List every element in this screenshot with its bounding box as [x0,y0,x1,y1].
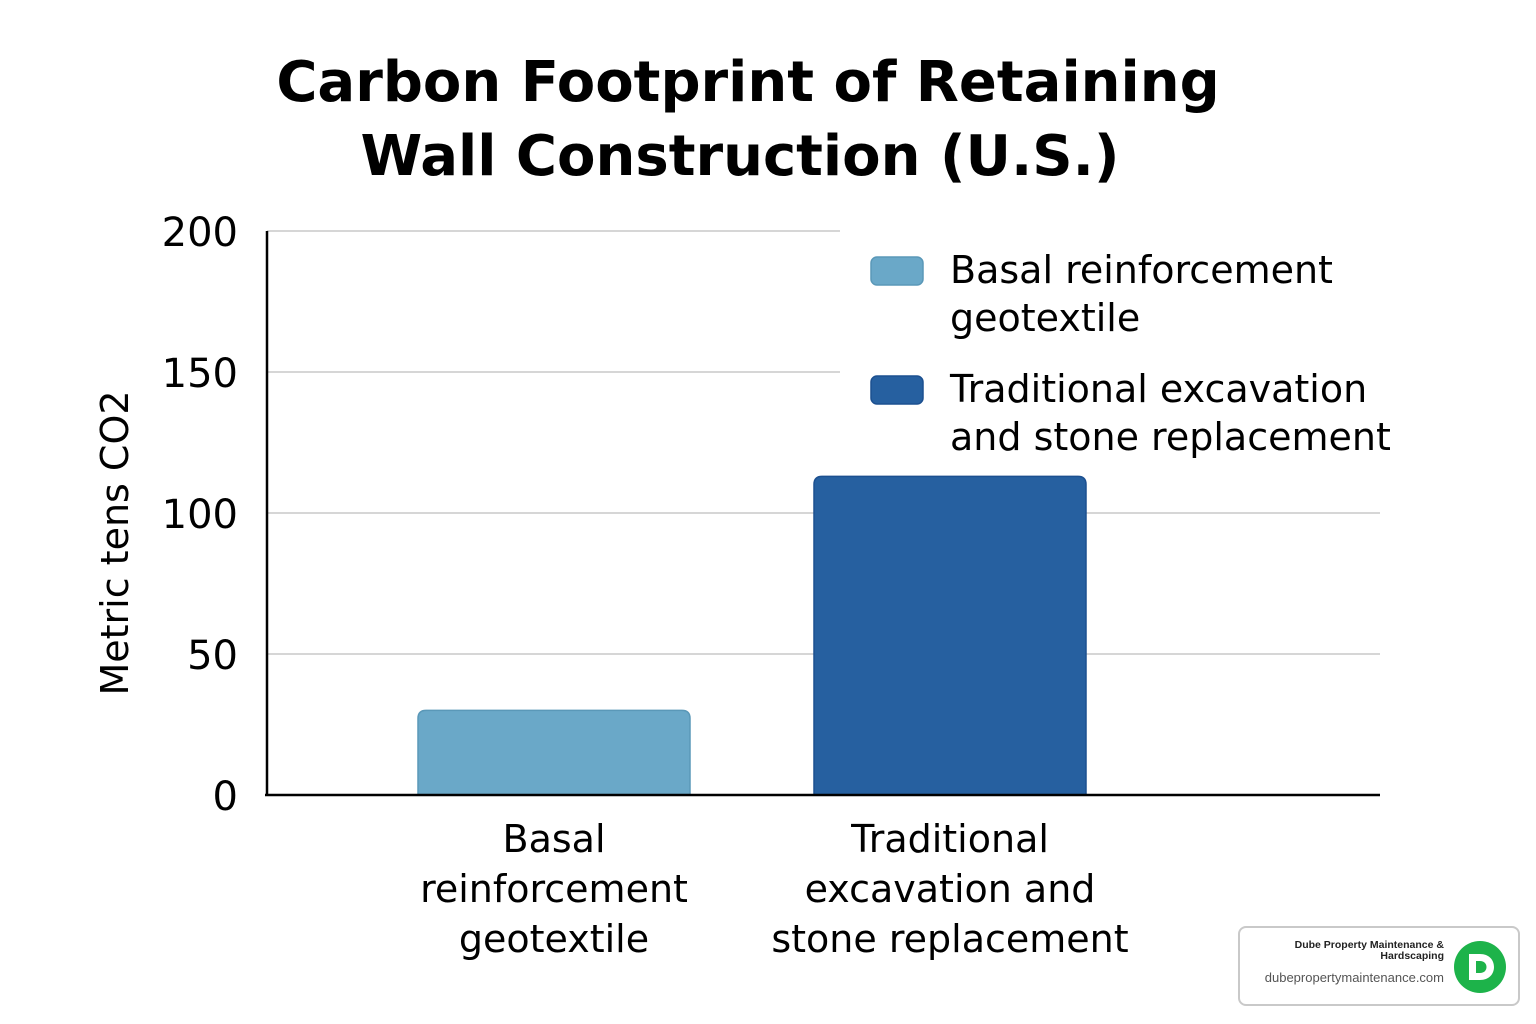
watermark-url: dubepropertymaintenance.com [1264,970,1444,985]
x-category-label: reinforcement [420,867,688,911]
legend-swatch [870,375,924,405]
legend-label: Traditional excavation [949,367,1367,411]
x-category-label: Traditional [850,817,1049,861]
y-tick-label: 0 [213,774,238,820]
legend-swatch [870,256,924,286]
chart-title: Carbon Footprint of Retaining Wall Const… [276,50,1219,189]
y-tick-label: 200 [162,210,238,256]
chart-title-line-2: Wall Construction (U.S.) [360,124,1119,189]
watermark-company-name: Dube Property Maintenance & Hardscaping [1294,939,1444,962]
chart-title-line-1: Carbon Footprint of Retaining [276,50,1219,115]
y-tick-labels: 0 50 100 150 200 [162,210,238,820]
x-category-labels: Basal reinforcement geotextile Traditional e… [420,817,1129,961]
legend-label: and stone replacement [950,415,1391,459]
legend-label: Basal reinforcement [950,248,1333,292]
y-tick-label: 100 [162,492,238,538]
x-category-label: geotextile [459,917,649,961]
x-category-label: excavation and [805,867,1096,911]
axes [265,231,1380,797]
bar-1 [813,475,1087,796]
bar-0 [417,709,691,796]
y-tick-label: 150 [162,351,238,397]
bars [417,475,1087,796]
legend-label: geotextile [950,296,1140,340]
x-category-label: Basal [503,817,606,861]
watermark-badge: Dube Property Maintenance & Hardscaping … [1238,926,1520,1006]
company-logo-icon [1454,941,1506,993]
y-axis-title: Metric tens CO2 [93,390,137,695]
x-category-label: stone replacement [771,917,1128,961]
y-tick-label: 50 [187,633,238,679]
